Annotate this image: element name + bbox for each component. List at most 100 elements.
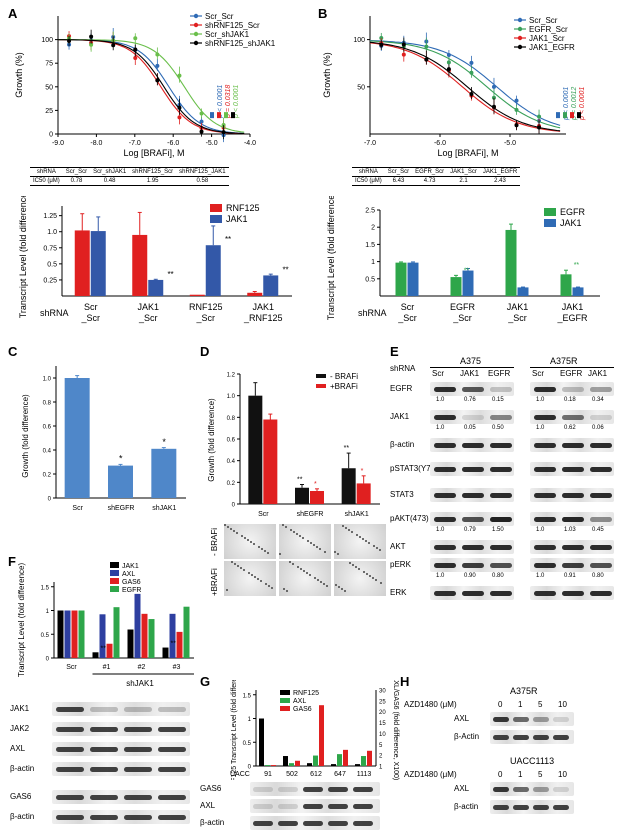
bar-axl	[337, 754, 342, 766]
protein-band	[253, 821, 273, 826]
category-label: JAK1	[252, 302, 274, 312]
colony-dot	[268, 585, 270, 587]
y-tick-label: 0.6	[43, 425, 52, 431]
blot-strip	[490, 782, 574, 796]
category-label: 1113	[357, 771, 372, 778]
colony-dot	[303, 570, 305, 572]
panel-label-a: A	[8, 6, 18, 21]
bar-gas6	[271, 765, 276, 766]
protein-band	[328, 821, 348, 826]
blot-row-label: AXL	[454, 784, 470, 793]
band-quantification: 0.62	[564, 425, 576, 431]
table-cell: 4.73	[412, 176, 448, 186]
data-point	[469, 92, 474, 97]
y-tick-label: 50	[357, 84, 365, 91]
y-tick-label: 75	[45, 61, 53, 68]
protein-band	[562, 467, 584, 472]
protein-band	[158, 767, 186, 772]
colony-dot	[319, 548, 321, 550]
colony-dot	[254, 576, 256, 578]
data-point	[177, 115, 182, 120]
band-quantification: 1.0	[536, 425, 545, 431]
significance-marker: **	[167, 270, 173, 279]
group-label-a375: A375	[460, 356, 482, 366]
protein-band	[553, 717, 569, 722]
protein-band	[124, 795, 152, 800]
significance-marker: *	[119, 454, 123, 464]
category-label: 612	[310, 771, 322, 778]
divider	[530, 367, 614, 368]
dose-label: 1	[518, 700, 523, 709]
legend-label: JAK1	[122, 563, 139, 570]
table-cell: 0.78	[62, 176, 91, 186]
data-point	[401, 52, 406, 57]
y-tick-label: 1	[46, 609, 50, 615]
bar-brafi	[356, 483, 371, 504]
colony-dot	[372, 577, 374, 579]
bar-axl	[169, 613, 176, 658]
colony-dot	[366, 573, 368, 575]
colony-dot	[324, 551, 326, 553]
y-tick-label-right: 2	[379, 754, 383, 760]
y-tick-label: 1.0	[47, 229, 57, 236]
legend-marker	[193, 13, 199, 19]
protein-band	[278, 787, 298, 792]
significance-marker: **	[574, 262, 580, 269]
legend-swatch	[316, 384, 326, 388]
table-cell: shRNF125_JAK1	[176, 167, 229, 177]
protein-band	[590, 443, 612, 448]
y-tick-label-right: 20	[379, 710, 386, 716]
protein-band	[328, 804, 348, 809]
legend-label: +BRAFi	[330, 382, 358, 391]
colony-dot	[365, 540, 367, 542]
x-tick-label: -5.0	[504, 140, 516, 147]
blot-row-label: STAT3	[390, 490, 414, 499]
data-point	[491, 95, 496, 100]
band-quantification: 0.80	[592, 573, 604, 579]
table-row: IC50 (μM) 0.78 0.48 1.95 0.58	[30, 176, 229, 186]
bar-rnf125	[259, 718, 264, 766]
category-label: Scr	[84, 302, 98, 312]
protein-band	[353, 804, 373, 809]
table-cell: 1.95	[129, 176, 177, 186]
y-axis-label: Growth (%)	[14, 52, 24, 98]
y-tick-label: 1	[371, 259, 375, 266]
x-tick-label: -4.0	[244, 140, 256, 147]
protein-band	[490, 467, 512, 472]
y-axis-label: Transcript Level (fold difference)	[326, 196, 336, 320]
band-quantification: 1.0	[536, 397, 545, 403]
colony-dot	[317, 579, 319, 581]
bar-jak1	[57, 610, 64, 658]
colony-dot	[376, 547, 378, 549]
dose-label: 0	[498, 770, 503, 779]
end-marker	[224, 112, 228, 119]
category-label: Scr	[72, 505, 83, 512]
lane-label: JAK1	[588, 369, 608, 378]
panel-label-g: G	[200, 674, 211, 689]
protein-band	[534, 415, 556, 420]
y-tick-label: 1.5	[41, 585, 50, 591]
blot-row-label: JAK1	[10, 704, 30, 713]
blot-row-label: pAKT(473)	[390, 514, 429, 523]
protein-band	[513, 805, 529, 810]
bar-jak1	[572, 287, 584, 296]
band-quantification: 0.15	[492, 397, 504, 403]
category-label: _Scr	[80, 313, 100, 323]
bar-growth	[108, 465, 133, 498]
colony-dot	[234, 563, 236, 565]
legend-marker	[193, 31, 199, 37]
data-point	[379, 42, 384, 47]
y-tick-label: 0	[46, 657, 50, 663]
y-tick-label: 0.75	[43, 245, 57, 252]
data-point	[469, 70, 474, 75]
protein-band	[562, 387, 584, 392]
panel-a-dose-response-chart: -9.0 -8.0 -7.0 -6.0 -5.0 -4.0 0 25 50 75 100 Log [B…	[14, 12, 276, 158]
significance-marker: *	[314, 481, 317, 488]
significance-marker: **	[464, 267, 470, 274]
band-quantification: 1.50	[492, 527, 504, 533]
y-tick-label-right: 5	[379, 743, 383, 749]
blot-strip	[490, 800, 574, 814]
protein-band	[56, 767, 84, 772]
category-label: EGFR	[450, 302, 476, 312]
bar-brafi	[310, 491, 324, 504]
